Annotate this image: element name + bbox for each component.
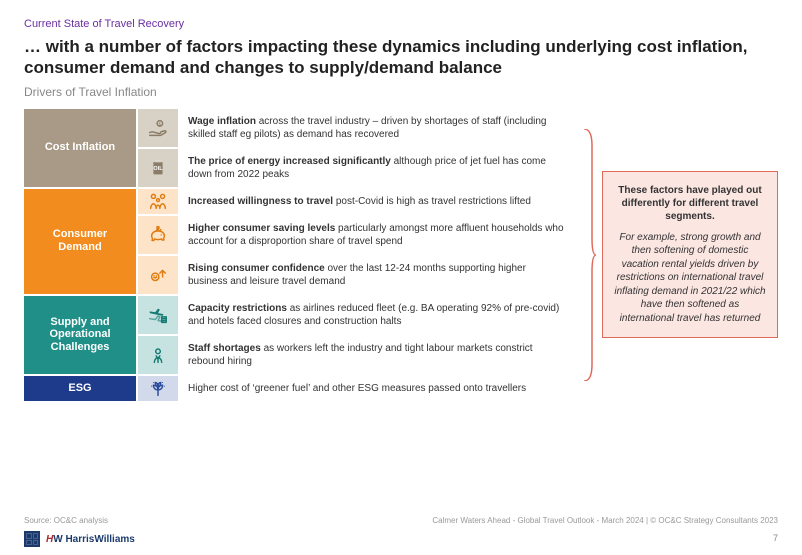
driver-item-text: Staff shortages as workers left the indu… xyxy=(180,336,574,374)
driver-item-text: Increased willingness to travel post-Cov… xyxy=(180,189,574,214)
page-number: 7 xyxy=(773,533,778,543)
driver-item-bold: Wage inflation xyxy=(188,116,256,127)
callout-wrap: These factors have played out differentl… xyxy=(588,109,778,401)
driver-item: $Higher consumer saving levels particula… xyxy=(138,216,574,254)
driver-item: Higher cost of ‘greener fuel’ and other … xyxy=(138,376,574,401)
driver-item: Rising consumer confidence over the last… xyxy=(138,256,574,294)
confidence-up-icon xyxy=(138,256,178,294)
driver-item-text: The price of energy increased significan… xyxy=(180,149,574,187)
leaf-tree-icon xyxy=(138,376,178,401)
footer-right: Calmer Waters Ahead - Global Travel Outl… xyxy=(432,516,778,525)
driver-items: Capacity restrictions as airlines reduce… xyxy=(138,296,574,374)
driver-item: OIL The price of energy increased signifi… xyxy=(138,149,574,187)
curly-bracket xyxy=(582,129,596,381)
driver-group: Cost Inflation$Wage inflation across the… xyxy=(24,109,574,187)
slide-subtitle: Drivers of Travel Inflation xyxy=(24,85,778,99)
family-icon xyxy=(138,189,178,214)
driver-item-bold: Staff shortages xyxy=(188,343,261,354)
piggy-bank-icon: $ xyxy=(138,216,178,254)
plane-hotel-icon xyxy=(138,296,178,334)
logo-harriswilliams: W HarrisWilliams xyxy=(53,534,135,545)
driver-item-text: Wage inflation across the travel industr… xyxy=(180,109,574,147)
driver-item-bold: The price of energy increased significan… xyxy=(188,156,391,167)
drivers-table: Cost Inflation$Wage inflation across the… xyxy=(24,109,574,401)
driver-item-rest: Higher cost of ‘greener fuel’ and other … xyxy=(188,383,526,394)
oil-barrel-icon: OIL xyxy=(138,149,178,187)
driver-items: Higher cost of ‘greener fuel’ and other … xyxy=(138,376,574,401)
driver-group-label: ESG xyxy=(24,376,136,401)
slide: Current State of Travel Recovery … with … xyxy=(0,0,802,555)
logo: HW HarrisWilliams xyxy=(24,531,135,547)
logo-text: HW HarrisWilliams xyxy=(46,534,135,545)
driver-item-bold: Capacity restrictions xyxy=(188,303,287,314)
logo-mark-icon xyxy=(24,531,40,547)
driver-item: Staff shortages as workers left the indu… xyxy=(138,336,574,374)
slide-title: … with a number of factors impacting the… xyxy=(24,36,778,79)
eyebrow: Current State of Travel Recovery xyxy=(24,18,778,30)
driver-item: Capacity restrictions as airlines reduce… xyxy=(138,296,574,334)
driver-group: Supply and Operational Challenges Capacit… xyxy=(24,296,574,374)
driver-item-text: Higher cost of ‘greener fuel’ and other … xyxy=(180,376,574,401)
callout-box: These factors have played out differentl… xyxy=(602,171,778,339)
driver-item-text: Rising consumer confidence over the last… xyxy=(180,256,574,294)
driver-item-bold: Increased willingness to travel xyxy=(188,196,333,207)
driver-items: Increased willingness to travel post-Cov… xyxy=(138,189,574,294)
driver-group-label: Cost Inflation xyxy=(24,109,136,187)
driver-item-rest: post-Covid is high as travel restriction… xyxy=(333,196,531,207)
driver-item-text: Higher consumer saving levels particular… xyxy=(180,216,574,254)
callout-lead: These factors have played out differentl… xyxy=(613,184,767,223)
driver-item-bold: Higher consumer saving levels xyxy=(188,223,335,234)
driver-group: ESG Higher cost of ‘greener fuel’ and oth… xyxy=(24,376,574,401)
driver-group: Consumer Demand Increased willingness to … xyxy=(24,189,574,294)
callout-body: For example, strong growth and then soft… xyxy=(613,231,767,326)
body-wrap: Cost Inflation$Wage inflation across the… xyxy=(24,109,778,401)
driver-group-label: Consumer Demand xyxy=(24,189,136,294)
driver-group-label: Supply and Operational Challenges xyxy=(24,296,136,374)
driver-item: Increased willingness to travel post-Cov… xyxy=(138,189,574,214)
driver-item-bold: Rising consumer confidence xyxy=(188,263,325,274)
driver-items: $Wage inflation across the travel indust… xyxy=(138,109,574,187)
driver-item: $Wage inflation across the travel indust… xyxy=(138,109,574,147)
source-note: Source: OC&C analysis xyxy=(24,516,108,525)
worker-icon xyxy=(138,336,178,374)
driver-item-text: Capacity restrictions as airlines reduce… xyxy=(180,296,574,334)
hand-coin-icon: $ xyxy=(138,109,178,147)
svg-text:OIL: OIL xyxy=(153,165,163,171)
